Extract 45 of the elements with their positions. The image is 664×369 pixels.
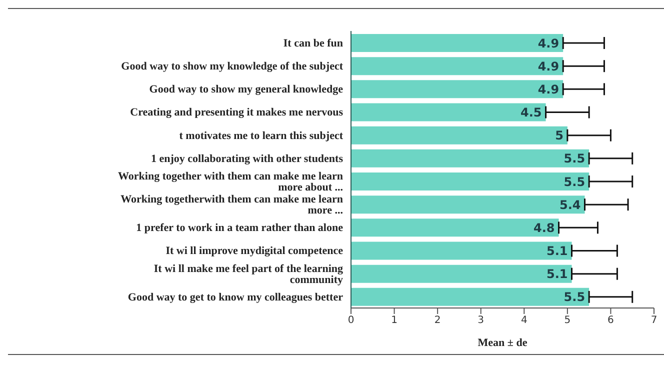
bar [351,218,559,237]
bar [351,196,585,214]
y-tick-label: Creating and presenting it makes me nervous [130,106,344,119]
bar [351,172,590,190]
x-tick-label: 1 [391,315,398,326]
x-tick-label: 2 [434,315,441,326]
x-tick-label: 0 [348,315,354,326]
bar [351,57,564,76]
x-tick-label: 5 [564,315,571,326]
y-tick-label: 1 enjoy collaborating with other students [151,152,344,165]
bar [351,288,590,306]
y-tick-label: t motivates me to learn this subject [179,130,344,142]
y-tick-label: Good way to get to know my colleagues better [128,291,344,304]
bar [351,34,564,52]
y-tick-label: It wi ll make me feel part of the learning community [154,262,344,286]
y-tick-label: It can be fun [283,37,343,50]
data-label: 4.9 [538,82,560,96]
data-label: 5.5 [564,290,586,304]
data-label: 5 [555,128,564,143]
x-tick-label: 7 [650,315,658,326]
x-tick-label: 3 [478,315,484,326]
y-tick-label: Working togetherwith them can make me learn more ... [120,194,344,217]
x-tick-label: 4 [520,315,528,326]
bar [351,242,572,260]
bar [351,264,572,283]
bar [351,80,564,98]
data-label: 5.5 [564,174,586,189]
y-tick-label: 1 prefer to work in a team rather than alone [136,222,344,234]
data-label: 5.5 [564,152,586,166]
x-tick-label: 6 [608,315,614,326]
y-tick-label: Working together with them can make me learn more about ... [118,170,344,194]
data-label: 5.1 [546,267,568,282]
bar [351,126,568,144]
data-label: 5.1 [546,244,568,258]
data-label: 5.4 [559,198,581,212]
x-axis-title: Mean ± de [478,337,528,349]
y-tick-label: It wi ll improve mydigital competence [166,245,344,258]
y-tick-label: Good way to show my general knowledge [149,84,344,96]
data-label: 4.9 [538,59,560,74]
data-label: 4.5 [520,106,542,120]
bar [351,103,546,122]
bar [351,149,590,168]
data-label: 4.9 [538,36,560,50]
data-label: 4.8 [534,220,555,235]
y-tick-label: Good way to show my knowledge of the subject [121,60,344,73]
